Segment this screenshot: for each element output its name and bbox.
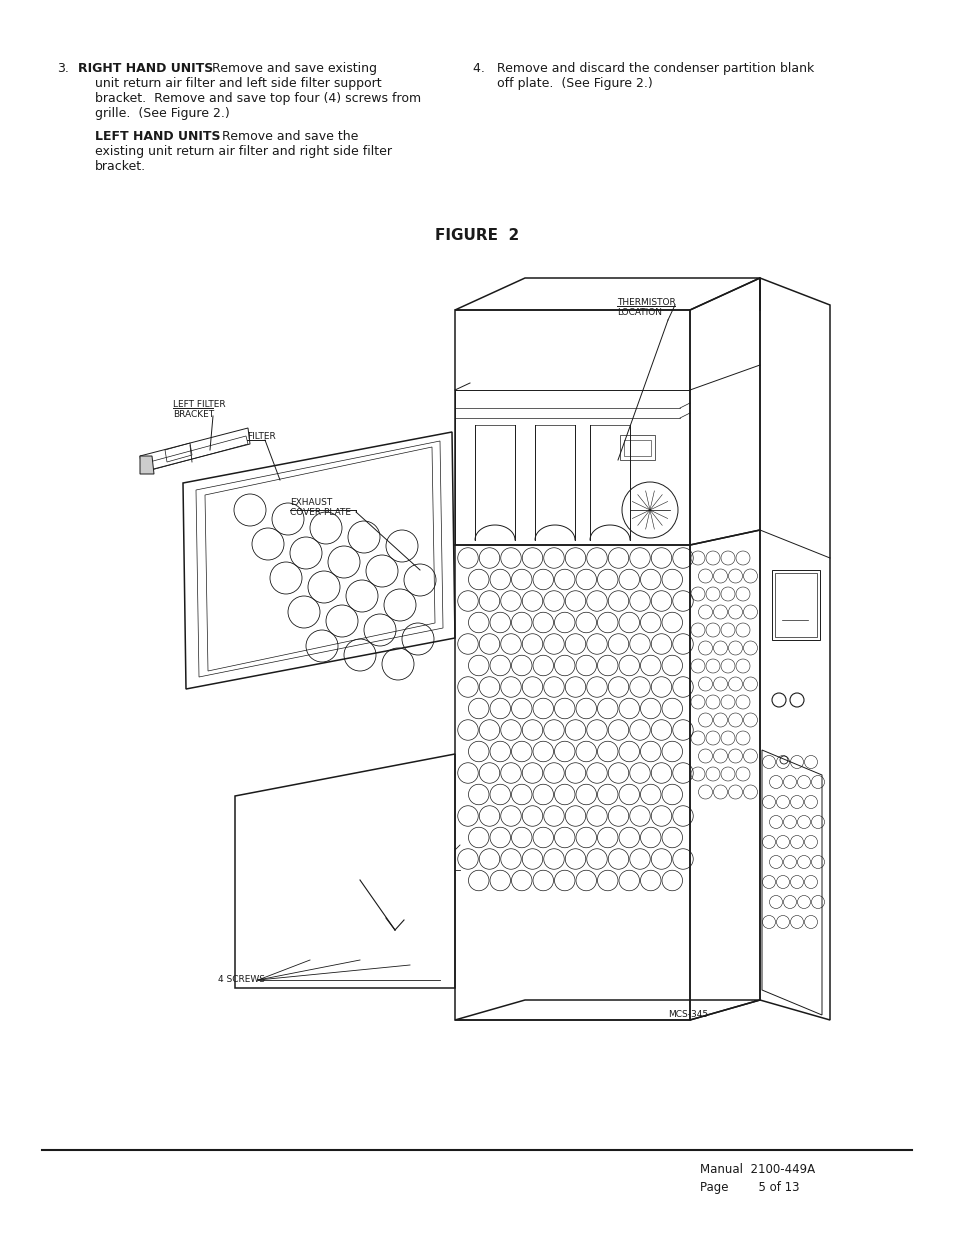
Text: Manual  2100-449A: Manual 2100-449A [700, 1163, 814, 1176]
Text: LEFT FILTER
BRACKET: LEFT FILTER BRACKET [172, 400, 226, 420]
Text: bracket.: bracket. [95, 161, 146, 173]
Text: Remove and save the: Remove and save the [210, 130, 358, 143]
Text: 4.   Remove and discard the condenser partition blank: 4. Remove and discard the condenser part… [473, 62, 814, 75]
Text: grille.  (See Figure 2.): grille. (See Figure 2.) [95, 107, 230, 120]
Text: FILTER: FILTER [247, 432, 275, 441]
Text: unit return air filter and left side filter support: unit return air filter and left side fil… [95, 77, 381, 90]
Text: 3.: 3. [57, 62, 69, 75]
Text: Remove and save existing: Remove and save existing [204, 62, 376, 75]
Text: off plate.  (See Figure 2.): off plate. (See Figure 2.) [473, 77, 652, 90]
Text: FIGURE  2: FIGURE 2 [435, 228, 518, 243]
Text: EXHAUST
COVER PLATE: EXHAUST COVER PLATE [290, 498, 351, 517]
Polygon shape [140, 456, 153, 474]
Text: existing unit return air filter and right side filter: existing unit return air filter and righ… [95, 144, 392, 158]
Text: Page        5 of 13: Page 5 of 13 [700, 1181, 799, 1194]
Text: bracket.  Remove and save top four (4) screws from: bracket. Remove and save top four (4) sc… [95, 91, 420, 105]
Text: RIGHT HAND UNITS: RIGHT HAND UNITS [78, 62, 213, 75]
Text: MCS-345: MCS-345 [667, 1010, 707, 1019]
Text: LEFT HAND UNITS: LEFT HAND UNITS [95, 130, 220, 143]
Text: THERMISTOR
LOCATION: THERMISTOR LOCATION [617, 298, 675, 317]
Text: 4 SCREWS: 4 SCREWS [218, 974, 265, 984]
